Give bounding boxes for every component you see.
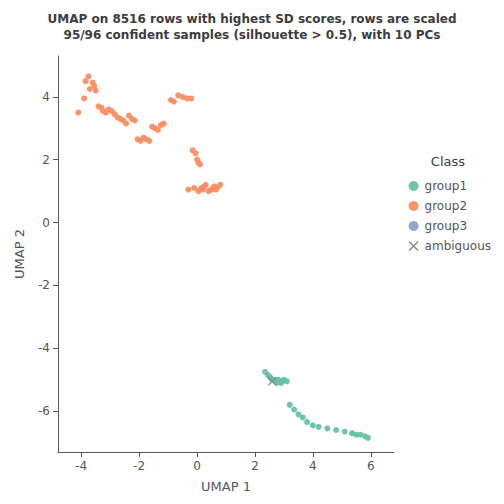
svg-text:2: 2 [42, 153, 50, 167]
svg-text:Class: Class [431, 154, 465, 169]
svg-text:6: 6 [367, 459, 375, 473]
svg-text:2: 2 [251, 459, 259, 473]
svg-text:UMAP 1: UMAP 1 [201, 479, 251, 494]
svg-text:-2: -2 [133, 459, 145, 473]
svg-text:4: 4 [42, 90, 50, 104]
svg-text:-6: -6 [38, 404, 50, 418]
svg-text:ambiguous: ambiguous [425, 239, 491, 253]
svg-text:0: 0 [193, 459, 201, 473]
svg-text:-2: -2 [38, 278, 50, 292]
svg-text:UMAP on 8516 rows with highest: UMAP on 8516 rows with highest SD scores… [47, 12, 456, 26]
svg-text:95/96 confident samples (silho: 95/96 confident samples (silhouette > 0.… [64, 28, 441, 42]
svg-text:group2: group2 [425, 199, 468, 213]
svg-text:0: 0 [42, 216, 50, 230]
svg-text:-4: -4 [38, 341, 50, 355]
svg-text:group3: group3 [425, 219, 468, 233]
svg-text:-4: -4 [75, 459, 87, 473]
svg-text:UMAP 2: UMAP 2 [12, 229, 27, 279]
svg-text:4: 4 [309, 459, 317, 473]
svg-text:group1: group1 [425, 179, 468, 193]
